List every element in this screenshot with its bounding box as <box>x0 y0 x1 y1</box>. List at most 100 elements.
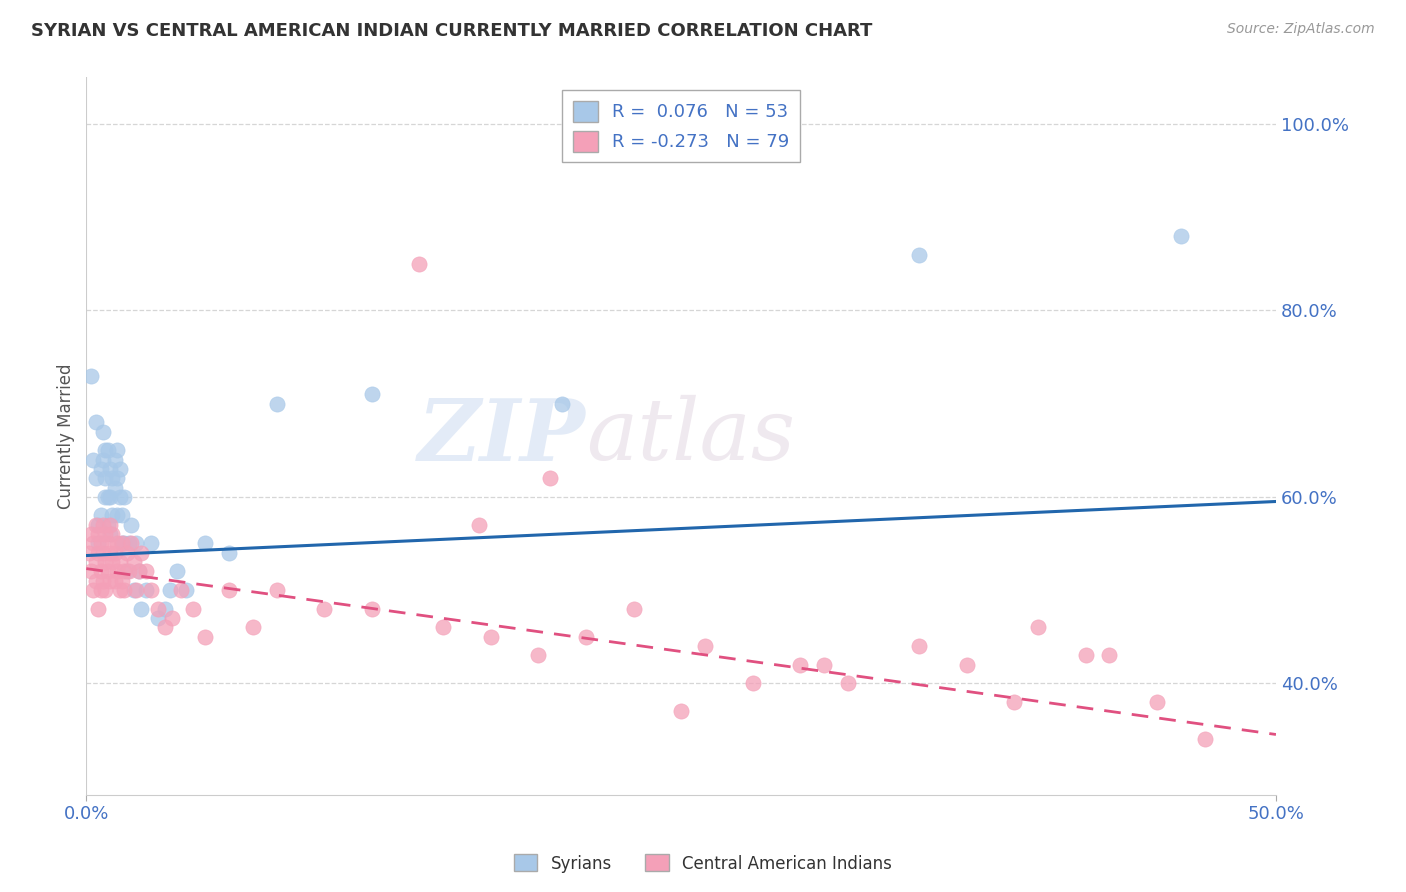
Point <box>80 565 103 579</box>
Point <box>194 536 217 550</box>
Point <box>160 611 183 625</box>
Point <box>360 387 382 401</box>
Point <box>908 639 931 653</box>
Point <box>1074 648 1097 663</box>
Point <box>789 657 811 672</box>
Point <box>218 546 240 560</box>
Point <box>218 582 240 597</box>
Point <box>98 574 121 588</box>
Y-axis label: Currently Married: Currently Married <box>58 364 75 509</box>
Point <box>741 676 763 690</box>
Point <box>166 565 188 579</box>
Point <box>101 508 124 523</box>
Point <box>159 582 181 597</box>
Point <box>77 546 100 560</box>
Point <box>84 471 107 485</box>
Text: atlas: atlas <box>586 395 794 477</box>
Point <box>956 657 979 672</box>
Point <box>669 704 692 718</box>
Point <box>174 582 197 597</box>
Point <box>97 490 120 504</box>
Point <box>98 462 121 476</box>
Point <box>98 517 121 532</box>
Point <box>90 462 112 476</box>
Point <box>105 508 128 523</box>
Point <box>98 490 121 504</box>
Point <box>266 582 288 597</box>
Point <box>112 490 135 504</box>
Point <box>527 648 550 663</box>
Point <box>623 601 645 615</box>
Point <box>108 555 131 569</box>
Point <box>90 582 112 597</box>
Point <box>360 601 382 615</box>
Point <box>146 611 169 625</box>
Point <box>129 601 152 615</box>
Point <box>139 536 162 550</box>
Point <box>98 527 121 541</box>
Point <box>87 546 110 560</box>
Point <box>122 582 145 597</box>
Point <box>538 471 561 485</box>
Text: Source: ZipAtlas.com: Source: ZipAtlas.com <box>1227 22 1375 37</box>
Point <box>183 601 205 615</box>
Point <box>111 536 134 550</box>
Point <box>112 565 135 579</box>
Point <box>87 601 110 615</box>
Point <box>94 471 117 485</box>
Point <box>101 527 124 541</box>
Point <box>146 601 169 615</box>
Point <box>84 415 107 429</box>
Point <box>242 620 264 634</box>
Point <box>87 527 110 541</box>
Point <box>87 517 110 532</box>
Point <box>813 657 835 672</box>
Point <box>101 471 124 485</box>
Point <box>837 676 859 690</box>
Point <box>170 582 193 597</box>
Point <box>104 452 127 467</box>
Point <box>111 508 134 523</box>
Point <box>87 536 110 550</box>
Point <box>121 517 143 532</box>
Point <box>693 639 716 653</box>
Point <box>111 574 134 588</box>
Point <box>551 397 574 411</box>
Point <box>84 517 107 532</box>
Point <box>125 536 148 550</box>
Point <box>94 555 117 569</box>
Point <box>1098 648 1121 663</box>
Point <box>82 536 104 550</box>
Point <box>105 471 128 485</box>
Point <box>84 574 107 588</box>
Point <box>90 508 112 523</box>
Point <box>1170 228 1192 243</box>
Point <box>80 368 103 383</box>
Point <box>108 582 131 597</box>
Point <box>135 582 157 597</box>
Point <box>112 536 135 550</box>
Point <box>118 565 141 579</box>
Point <box>101 555 124 569</box>
Legend: Syrians, Central American Indians: Syrians, Central American Indians <box>508 847 898 880</box>
Point <box>105 536 128 550</box>
Point <box>129 546 152 560</box>
Point <box>108 462 131 476</box>
Point <box>97 536 120 550</box>
Point <box>153 601 176 615</box>
Point <box>121 536 143 550</box>
Text: SYRIAN VS CENTRAL AMERICAN INDIAN CURRENTLY MARRIED CORRELATION CHART: SYRIAN VS CENTRAL AMERICAN INDIAN CURREN… <box>31 22 872 40</box>
Point <box>91 517 114 532</box>
Point <box>122 555 145 569</box>
Point <box>90 536 112 550</box>
Point <box>153 620 176 634</box>
Point <box>98 546 121 560</box>
Point <box>1002 695 1025 709</box>
Point <box>91 574 114 588</box>
Point <box>97 443 120 458</box>
Point <box>266 397 288 411</box>
Point <box>194 630 217 644</box>
Point <box>94 527 117 541</box>
Point <box>125 582 148 597</box>
Point <box>94 490 117 504</box>
